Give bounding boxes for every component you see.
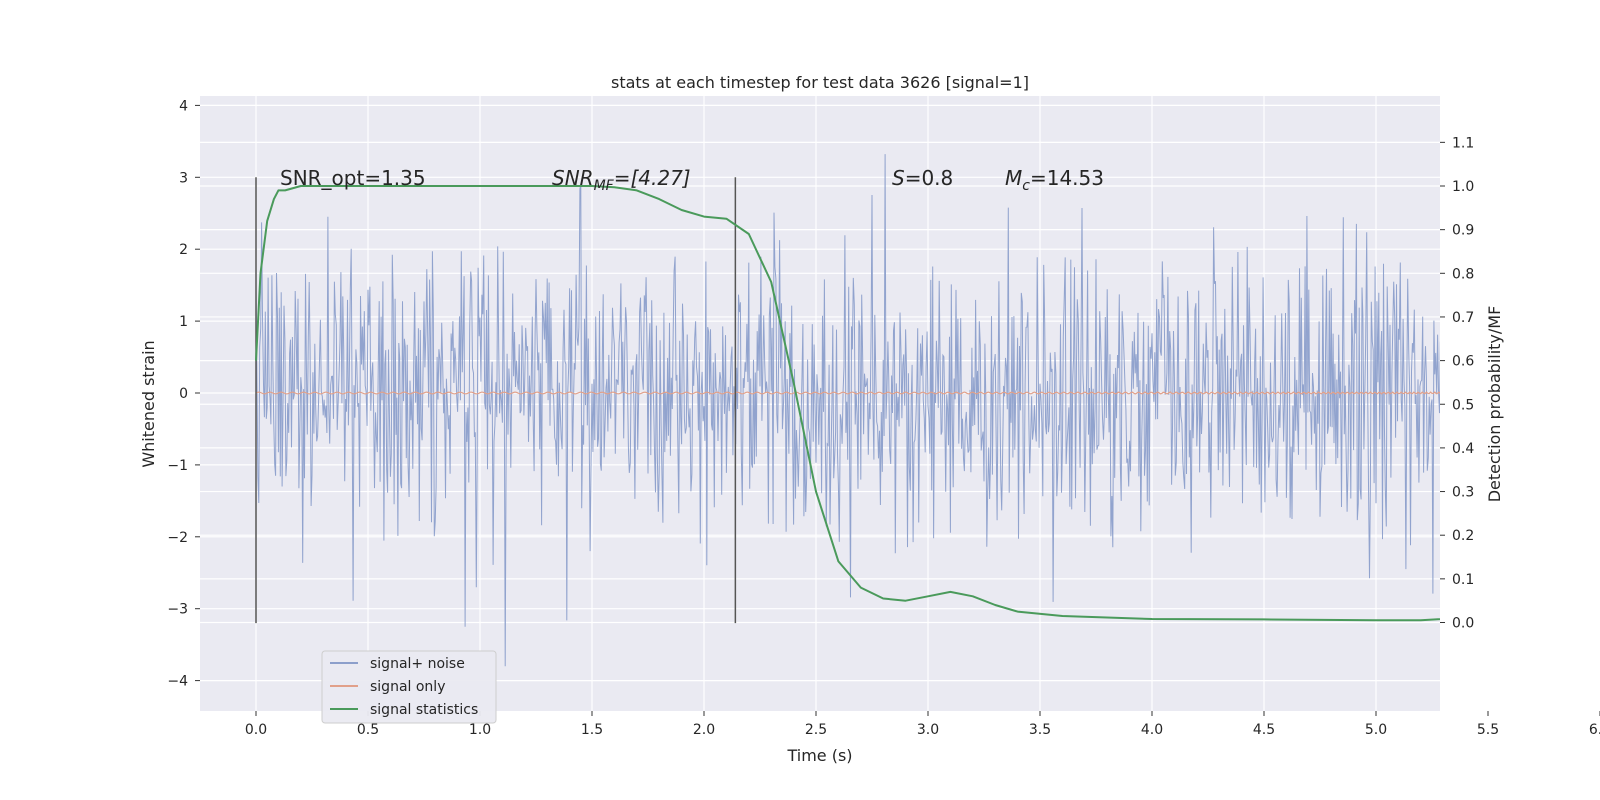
y-axis-ticks: 4 3 2 1 0 −1 −2 −3 −4 <box>167 98 200 690</box>
y-right-axis-label: Detection probability/MF <box>1485 306 1504 503</box>
legend-label-signal-only: signal only <box>370 679 445 695</box>
legend-box <box>321 650 497 724</box>
snr-mf-sub: MF <box>594 178 615 194</box>
legend-label-signal-statistics: signal statistics <box>370 702 478 718</box>
mc-symbol: M <box>1005 166 1022 190</box>
x-tick-label: 3.0 <box>917 722 939 738</box>
series-signal-only <box>255 391 1440 395</box>
s-symbol: S <box>892 166 905 190</box>
y-right-tick-label: 0.0 <box>1452 616 1474 632</box>
x-tick-label: 3.5 <box>1029 722 1051 738</box>
y-tick-label: 0 <box>179 386 188 402</box>
y-tick-label: 4 <box>179 98 188 114</box>
series-signal-noise <box>255 154 1440 667</box>
y-right-tick-label: 0.8 <box>1452 266 1474 282</box>
s-value: =0.8 <box>905 166 954 190</box>
mc-sub: c <box>1022 178 1030 194</box>
y-right-tick-label: 1.1 <box>1452 135 1474 151</box>
annotation-mc: Mc=14.53 <box>1005 166 1104 194</box>
x-tick-label: 0.0 <box>245 722 267 738</box>
legend: signal+ noise signal only signal statist… <box>321 650 497 724</box>
x-tick-label: 2.5 <box>805 722 827 738</box>
vertical-markers <box>255 177 737 624</box>
series-signal-statistics <box>255 185 1440 622</box>
y-tick-label: −2 <box>167 530 188 546</box>
y-right-tick-label: 0.2 <box>1452 528 1474 544</box>
x-axis-label: Time (s) <box>786 746 852 765</box>
mc-value: =14.53 <box>1030 166 1104 190</box>
annotation-s: S=0.8 <box>892 166 953 190</box>
signal-noise-line <box>255 154 1440 667</box>
y-right-tick-label: 0.4 <box>1452 441 1474 457</box>
snr-mf-base: SNR <box>552 166 594 190</box>
x-tick-label: 1.5 <box>581 722 603 738</box>
signal-only-line <box>255 391 1440 395</box>
snr-mf-rest: =[4.27] <box>614 166 691 190</box>
annotation-snr-mf: SNRMF=[4.27] <box>552 166 691 194</box>
x-axis-ticks: 0.00.51.01.52.02.53.03.54.04.55.05.56.06… <box>245 711 1600 738</box>
x-tick-label: 4.5 <box>1253 722 1275 738</box>
y-right-tick-label: 0.1 <box>1452 572 1474 588</box>
y-right-tick-label: 0.9 <box>1452 223 1474 239</box>
legend-label-signal-noise: signal+ noise <box>370 656 465 672</box>
x-tick-label: 0.5 <box>357 722 379 738</box>
x-tick-label: 4.0 <box>1141 722 1163 738</box>
y-tick-label: 2 <box>179 242 188 258</box>
x-tick-label: 1.0 <box>469 722 491 738</box>
y-tick-label: 1 <box>179 314 188 330</box>
annotation-snr-opt: SNR_opt=1.35 <box>280 166 426 190</box>
x-tick-label: 5.0 <box>1365 722 1387 738</box>
y-tick-label: −1 <box>167 458 188 474</box>
signal-statistics-line <box>255 185 1440 622</box>
y-tick-label: −4 <box>167 674 188 690</box>
y-right-axis-ticks: 1.1 1.0 0.9 0.8 0.7 0.6 0.5 0.4 0.3 0.2 0.1 0.0 <box>1440 135 1474 632</box>
y-right-tick-label: 0.3 <box>1452 485 1474 501</box>
y-right-tick-label: 1.0 <box>1452 179 1474 195</box>
y-tick-label: −3 <box>167 602 188 618</box>
y-right-tick-label: 0.5 <box>1452 397 1474 413</box>
x-tick-label: 2.0 <box>693 722 715 738</box>
x-tick-label: 5.5 <box>1477 722 1499 738</box>
x-tick-label: 6.0 <box>1589 722 1600 738</box>
y-right-tick-label: 0.7 <box>1452 310 1474 326</box>
y-axis-label: Whitened strain <box>139 340 158 467</box>
plot-title: stats at each timestep for test data 362… <box>611 73 1029 92</box>
y-right-tick-label: 0.6 <box>1452 354 1474 370</box>
y-tick-label: 3 <box>179 170 188 186</box>
